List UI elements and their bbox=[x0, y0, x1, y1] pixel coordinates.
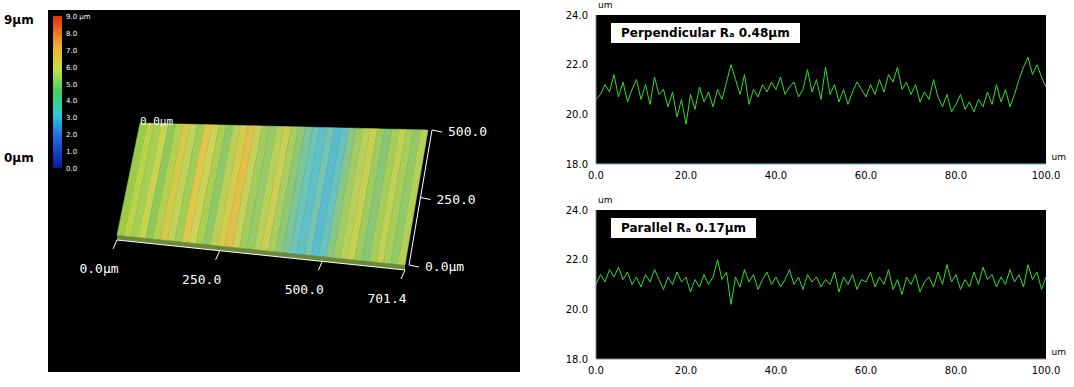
svg-text:500.0: 500.0 bbox=[285, 282, 324, 297]
html-text:um: um bbox=[1051, 347, 1066, 357]
svg-text:3.0: 3.0 bbox=[66, 114, 77, 122]
svg-text:40.0: 40.0 bbox=[765, 365, 787, 376]
svg-text:8.0: 8.0 bbox=[66, 30, 77, 38]
svg-text:0.0: 0.0 bbox=[588, 365, 604, 376]
svg-text:0.0µm: 0.0µm bbox=[140, 115, 173, 128]
svg-text:0.0: 0.0 bbox=[66, 165, 77, 173]
svg-text:0µm: 0µm bbox=[4, 151, 34, 165]
svg-text:40.0: 40.0 bbox=[765, 170, 787, 181]
html-text:um: um bbox=[1051, 152, 1066, 162]
svg-text:6.0: 6.0 bbox=[66, 64, 77, 72]
svg-text:0.0: 0.0 bbox=[588, 170, 604, 181]
svg-text:250.0: 250.0 bbox=[182, 272, 221, 287]
svg-text:4.0: 4.0 bbox=[66, 97, 77, 105]
svg-text:24.0: 24.0 bbox=[566, 205, 588, 216]
svg-text:80.0: 80.0 bbox=[945, 170, 967, 181]
svg-text:9µm: 9µm bbox=[4, 13, 34, 27]
svg-text:20.0: 20.0 bbox=[566, 109, 588, 120]
svg-text:60.0: 60.0 bbox=[855, 365, 877, 376]
svg-text:18.0: 18.0 bbox=[566, 159, 588, 170]
svg-text:100.0: 100.0 bbox=[1032, 170, 1061, 181]
svg-text:60.0: 60.0 bbox=[855, 170, 877, 181]
svg-text:80.0: 80.0 bbox=[945, 365, 967, 376]
svg-text:0.0µm: 0.0µm bbox=[79, 261, 118, 276]
html-text:Perpendicular Rₐ 0.48µm: Perpendicular Rₐ 0.48µm bbox=[621, 26, 790, 40]
svg-text:18.0: 18.0 bbox=[566, 354, 588, 365]
svg-text:1.0: 1.0 bbox=[66, 148, 77, 156]
svg-text:500.0: 500.0 bbox=[448, 124, 487, 139]
svg-text:2.0: 2.0 bbox=[66, 131, 77, 139]
svg-text:22.0: 22.0 bbox=[566, 254, 588, 265]
svg-text:250.0: 250.0 bbox=[437, 192, 476, 207]
svg-text:9.0 µm: 9.0 µm bbox=[66, 13, 91, 21]
html-text:um: um bbox=[598, 195, 613, 205]
svg-text:5.0: 5.0 bbox=[66, 81, 77, 89]
svg-text:20.0: 20.0 bbox=[675, 365, 697, 376]
html-text:um: um bbox=[598, 0, 613, 10]
svg-text:20.0: 20.0 bbox=[675, 170, 697, 181]
svg-text:100.0: 100.0 bbox=[1032, 365, 1061, 376]
svg-text:22.0: 22.0 bbox=[566, 59, 588, 70]
svg-text:0.0µm: 0.0µm bbox=[425, 259, 464, 274]
svg-text:7.0: 7.0 bbox=[66, 47, 77, 55]
svg-text:20.0: 20.0 bbox=[566, 304, 588, 315]
html-text:Parallel Rₐ 0.17µm: Parallel Rₐ 0.17µm bbox=[621, 221, 747, 235]
svg-text:701.4: 701.4 bbox=[367, 291, 406, 306]
svg-text:24.0: 24.0 bbox=[566, 10, 588, 21]
